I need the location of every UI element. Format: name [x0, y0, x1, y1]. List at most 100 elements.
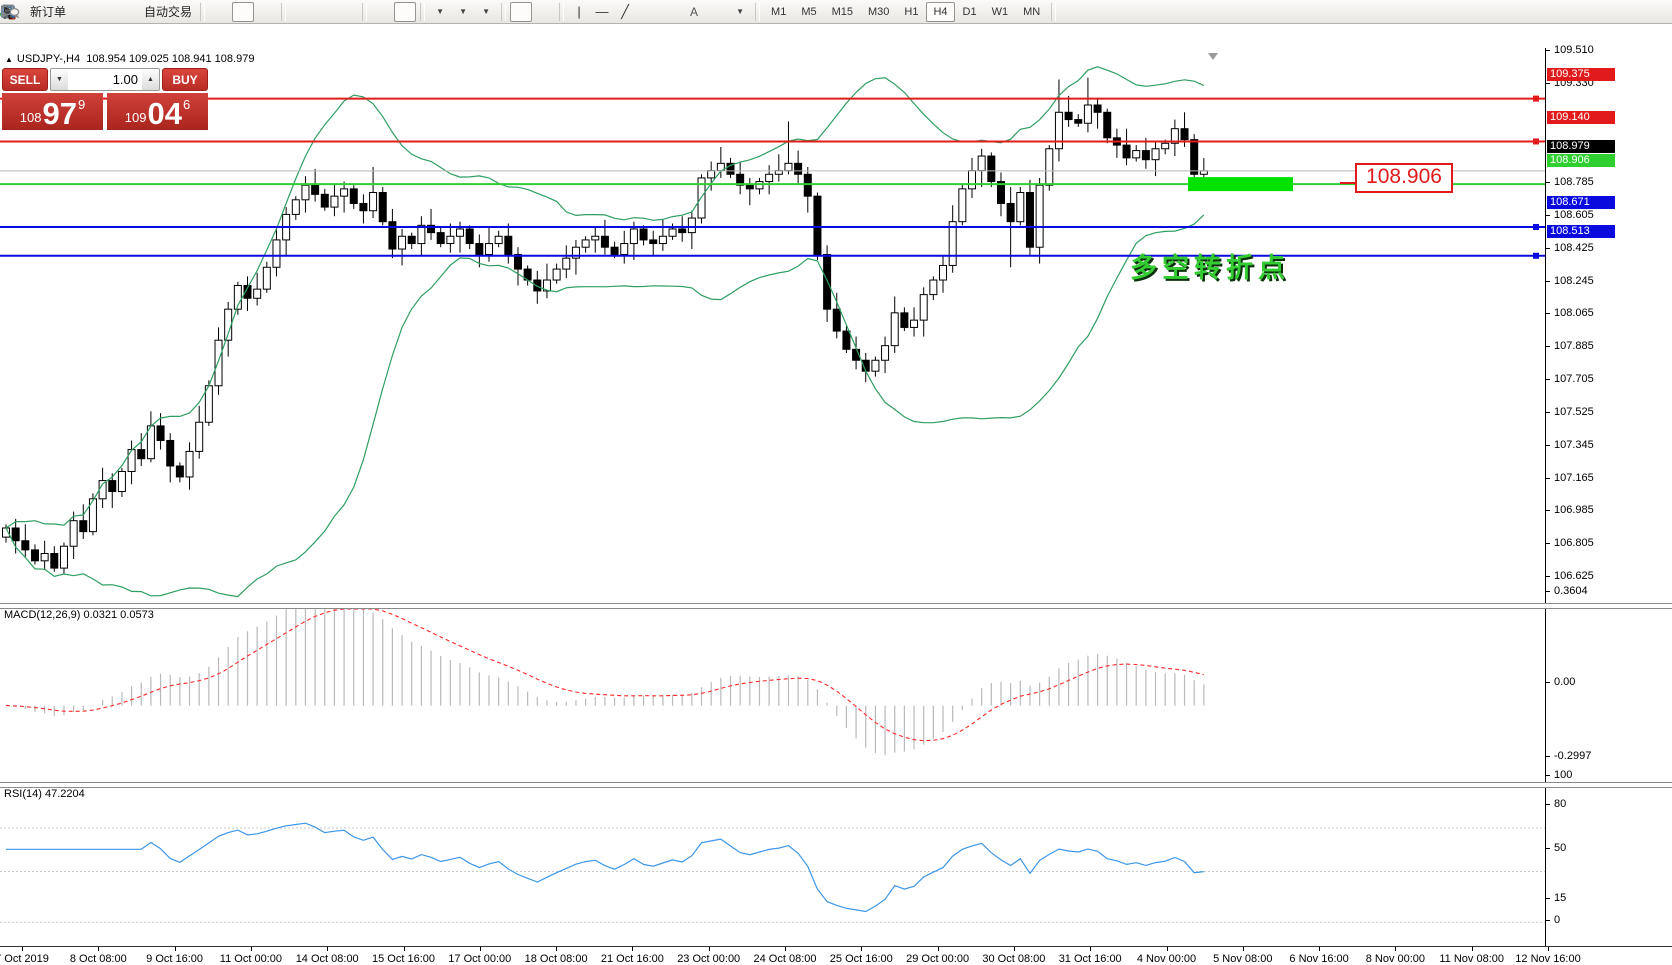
- candle: [620, 243, 629, 255]
- crosshair-button[interactable]: [2, 2, 555, 22]
- date-label[interactable]: 11 Oct 00:00: [219, 953, 282, 965]
- candle: [1074, 119, 1083, 124]
- timeframe-m30[interactable]: M30: [868, 5, 890, 18]
- timeframe-m15[interactable]: M15: [831, 5, 853, 18]
- candle: [832, 308, 841, 332]
- date-tick: [1548, 947, 1549, 951]
- date-label[interactable]: 18 Oct 08:00: [524, 953, 588, 965]
- timeframe-mn[interactable]: MN: [1023, 5, 1041, 18]
- chart-shift-marker[interactable]: [1208, 53, 1218, 60]
- text-button[interactable]: A: [683, 2, 705, 22]
- signals-button[interactable]: [2, 2, 139, 22]
- candle: [948, 221, 957, 266]
- price-tick-label: 107.165: [1554, 471, 1594, 484]
- date-label[interactable]: 29 Oct 00:00: [906, 953, 970, 965]
- rsi-axis-label-tick: [1546, 898, 1550, 900]
- date-label[interactable]: 9 Oct 16:00: [146, 953, 204, 965]
- macd-axis-label-tick: [1546, 756, 1550, 757]
- rsi-pane[interactable]: [0, 786, 1546, 946]
- date-label[interactable]: 17 Oct 00:00: [448, 953, 512, 965]
- date-label[interactable]: 23 Oct 00:00: [677, 953, 741, 965]
- candle: [243, 284, 252, 299]
- highlight-rectangle-object[interactable]: [1188, 177, 1293, 192]
- line-end-marker[interactable]: [1533, 138, 1539, 145]
- price-tick-label: 107.705: [1554, 373, 1594, 386]
- candle: [649, 239, 658, 245]
- text-label-button[interactable]: T: [1, 2, 728, 22]
- search-button[interactable]: [1, 2, 1643, 22]
- candle: [108, 480, 117, 493]
- metaeditor-button[interactable]: [0, 2, 93, 22]
- templates-button[interactable]: ▼: [1, 2, 497, 22]
- fibonacci-button[interactable]: F: [2, 2, 682, 22]
- cursor-button[interactable]: [4, 1, 533, 22]
- macd-axis-label: 0.3604: [1554, 585, 1588, 597]
- tile-windows-button[interactable]: [1, 2, 358, 22]
- timeframe-h4[interactable]: H4: [926, 1, 955, 22]
- line-end-marker[interactable]: [1533, 252, 1539, 259]
- buy-price-display[interactable]: 109 04 6: [107, 93, 208, 130]
- line-end-marker[interactable]: [1533, 223, 1539, 230]
- indicators-button[interactable]: ▼: [1, 2, 451, 22]
- market-depth-button[interactable]: [1, 2, 116, 22]
- candlestick-chart-button[interactable]: [2, 1, 255, 22]
- date-label[interactable]: 12 Nov 16:00: [1515, 953, 1581, 965]
- date-label[interactable]: 21 Oct 16:00: [600, 953, 664, 965]
- date-label[interactable]: 11 Nov 08:00: [1439, 953, 1504, 965]
- timeframe-m5[interactable]: M5: [801, 5, 817, 18]
- auto-scroll-button[interactable]: [3, 2, 393, 22]
- timeframe-w1[interactable]: W1: [991, 5, 1009, 18]
- date-label[interactable]: 6 Nov 16:00: [1289, 953, 1349, 965]
- date-label[interactable]: 8 Nov 00:00: [1365, 953, 1426, 965]
- volume-input[interactable]: [68, 69, 142, 90]
- bar-chart-button[interactable]: [2, 2, 231, 22]
- date-label[interactable]: 14 Oct 08:00: [295, 953, 359, 965]
- volume-increase-button[interactable]: ▲: [142, 69, 159, 90]
- date-label[interactable]: 31 Oct 16:00: [1058, 953, 1122, 965]
- zoom-out-button[interactable]: [1, 2, 335, 22]
- date-label[interactable]: 15 Oct 16:00: [372, 953, 435, 965]
- date-label[interactable]: 8 Oct 08:00: [69, 953, 127, 965]
- zoom-in-button[interactable]: [1, 2, 312, 22]
- sell-price-display[interactable]: 108 97 9: [2, 93, 103, 130]
- collapse-marker-icon[interactable]: ▲: [5, 55, 13, 64]
- trendline-icon: ╱: [621, 3, 629, 19]
- autotrading-label: 自动交易: [144, 5, 193, 19]
- timeframe-h1[interactable]: H1: [904, 5, 919, 18]
- timeframe-d1[interactable]: D1: [962, 5, 977, 18]
- candle: [475, 243, 484, 255]
- main-price-pane[interactable]: [0, 48, 1546, 604]
- dropdown-caret-icon: ▼: [436, 7, 444, 16]
- vertical-line-button[interactable]: |: [568, 2, 590, 22]
- trendline-button[interactable]: ╱: [614, 2, 636, 22]
- chart-shift-button[interactable]: [2, 1, 417, 22]
- chat-button[interactable]: [1, 2, 1669, 22]
- date-label[interactable]: 30 Oct 08:00: [982, 953, 1046, 965]
- pane-splitter[interactable]: [0, 782, 1672, 788]
- horizontal-line-button[interactable]: —: [591, 2, 613, 22]
- candle: [1016, 192, 1025, 223]
- timeframe-m1[interactable]: M1: [771, 5, 787, 18]
- date-label[interactable]: 25 Oct 16:00: [829, 953, 893, 965]
- date-tick: [1395, 947, 1397, 951]
- macd-pane[interactable]: [0, 607, 1546, 782]
- date-label[interactable]: 7 Oct 2019: [0, 953, 49, 965]
- candle: [1170, 128, 1179, 144]
- date-label[interactable]: 5 Nov 08:00: [1213, 953, 1273, 965]
- autotrading-button[interactable]: 自动交易: [1, 2, 196, 22]
- candle: [1054, 111, 1063, 150]
- periods-button[interactable]: ▼: [1, 2, 474, 22]
- line-chart-button[interactable]: [1, 2, 277, 22]
- candle: [707, 170, 716, 179]
- line-end-marker[interactable]: [1533, 95, 1539, 102]
- date-label[interactable]: 4 Nov 00:00: [1136, 953, 1197, 965]
- buy-button[interactable]: BUY: [162, 68, 208, 91]
- volume-decrease-button[interactable]: ▼: [51, 69, 68, 90]
- pane-splitter[interactable]: [0, 603, 1672, 609]
- new-order-button[interactable]: 新订单: [2, 2, 70, 22]
- sell-button[interactable]: SELL: [2, 68, 48, 91]
- equidistant-channel-button[interactable]: E: [1, 2, 659, 22]
- arrows-button[interactable]: ▼: [2, 2, 751, 22]
- date-label[interactable]: 24 Oct 08:00: [753, 953, 817, 965]
